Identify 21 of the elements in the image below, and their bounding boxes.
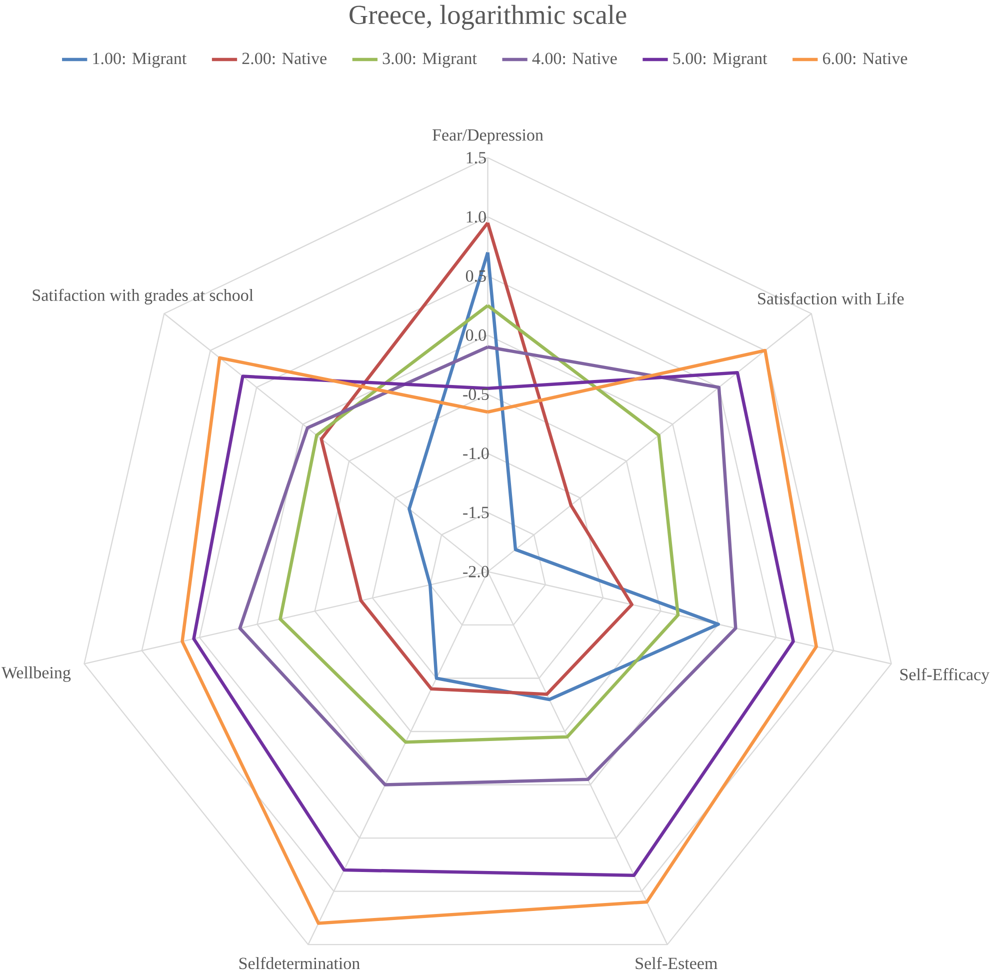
- legend-label: 4.00: Native: [532, 52, 617, 64]
- legend-label: 3.00: Migrant: [382, 52, 477, 68]
- y-tick-label: 0.0: [466, 330, 486, 342]
- spoke-label: Self-Efficacy: [900, 668, 990, 684]
- chart-title: Greece, logarithmic scale: [350, 5, 626, 30]
- spoke-label: Fear/Depression: [432, 129, 544, 144]
- y-tick-label: -1.0: [463, 448, 489, 460]
- y-tick-label: 1.5: [466, 152, 486, 164]
- spoke-label: Satifaction with grades at school: [32, 289, 254, 305]
- spoke-label: Wellbeing: [2, 666, 71, 682]
- legend-label: 2.00: Native: [242, 52, 326, 64]
- y-tick-label: -0.5: [463, 388, 489, 400]
- legend-label: 5.00: Migrant: [673, 52, 768, 68]
- legend-label: 1.00: Migrant: [93, 52, 187, 68]
- legend-label: 6.00: Native: [823, 52, 908, 64]
- y-tick-label: -1.5: [463, 506, 489, 518]
- spoke-label: Satisfaction with Life: [758, 292, 904, 305]
- spoke-label: Self-Esteem: [636, 957, 718, 970]
- y-tick-label: -2.0: [463, 566, 489, 578]
- spoke-label: Selfdetermination: [239, 957, 360, 970]
- y-tick-label: 1.0: [466, 211, 486, 223]
